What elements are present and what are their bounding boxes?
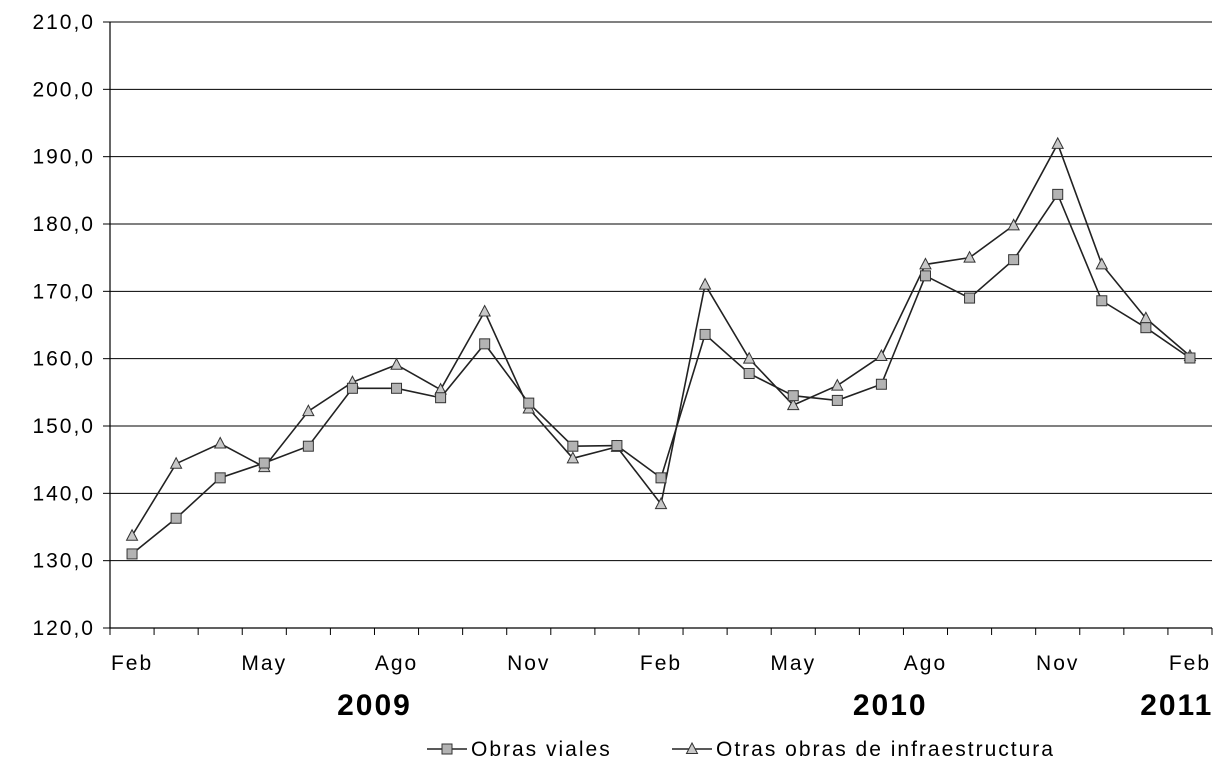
x-tick-label: Nov — [507, 652, 550, 675]
data-point-obras-viales — [699, 328, 711, 340]
legend-marker-otras-obras-de-infraestructura — [685, 741, 699, 754]
data-point-obras-viales — [435, 392, 447, 404]
y-tick-label: 180,0 — [32, 213, 95, 236]
y-tick-label: 130,0 — [32, 550, 95, 573]
data-point-otras-obras-de-infraestructura — [698, 277, 712, 290]
data-point-otras-obras-de-infraestructura — [213, 436, 227, 449]
axes — [103, 21, 1213, 635]
data-point-otras-obras-de-infraestructura — [830, 378, 844, 391]
y-tick-label: 140,0 — [32, 482, 95, 505]
y-tick-label: 210,0 — [32, 11, 95, 34]
series — [125, 136, 1197, 560]
legend-label-otras-obras-de-infraestructura: Otras obras de infraestructura — [716, 738, 1055, 761]
data-point-otras-obras-de-infraestructura — [125, 528, 139, 541]
x-tick-label: Feb — [111, 652, 153, 675]
data-point-obras-viales — [258, 457, 270, 469]
legend: Obras viales Otras obras de infraestructu… — [427, 738, 1055, 761]
y-tick-label: 200,0 — [32, 78, 95, 101]
data-point-obras-viales — [567, 440, 579, 452]
data-point-obras-viales — [214, 472, 226, 484]
x-tick-label: Nov — [1036, 652, 1079, 675]
data-point-otras-obras-de-infraestructura — [1007, 218, 1020, 231]
y-tick-label: 120,0 — [32, 617, 95, 640]
data-point-obras-viales — [655, 472, 667, 484]
data-point-otras-obras-de-infraestructura — [786, 398, 800, 411]
year-label: 2011 — [1140, 689, 1213, 722]
data-point-obras-viales — [1096, 295, 1108, 307]
y-tick-label: 190,0 — [32, 146, 95, 169]
x-tick-label: May — [241, 652, 287, 675]
y-tick-label: 170,0 — [32, 280, 95, 303]
data-point-obras-viales — [346, 382, 358, 394]
legend-marker-obras-viales — [441, 743, 453, 755]
data-point-obras-viales — [1140, 322, 1152, 334]
data-point-obras-viales — [1008, 254, 1020, 266]
data-point-otras-obras-de-infraestructura — [1051, 136, 1065, 149]
data-point-obras-viales — [170, 512, 182, 524]
data-point-obras-viales — [1052, 188, 1064, 200]
data-point-otras-obras-de-infraestructura — [566, 451, 580, 464]
x-tick-label: Ago — [375, 652, 418, 675]
data-point-obras-viales — [875, 378, 887, 390]
data-point-obras-viales — [831, 394, 843, 406]
data-point-obras-viales — [391, 382, 403, 394]
data-point-otras-obras-de-infraestructura — [302, 404, 315, 417]
data-point-obras-viales — [743, 367, 755, 379]
axis-labels: 120,0 130,0 140,0 150,0 160,0 170,0 180,0 190,0… — [32, 11, 1213, 722]
gridlines — [110, 21, 1212, 562]
year-label: 2009 — [337, 689, 412, 722]
data-point-otras-obras-de-infraestructura — [919, 257, 932, 270]
data-point-otras-obras-de-infraestructura — [1095, 257, 1109, 270]
data-point-obras-viales — [1184, 352, 1196, 364]
x-tick-label: Feb — [640, 652, 682, 675]
data-point-otras-obras-de-infraestructura — [742, 351, 756, 364]
data-point-obras-viales — [611, 440, 623, 452]
year-label: 2010 — [853, 689, 928, 722]
data-point-obras-viales — [964, 292, 976, 304]
data-point-obras-viales — [787, 390, 799, 402]
data-point-obras-viales — [919, 270, 931, 282]
x-tick-label: Feb — [1169, 652, 1211, 675]
data-point-obras-viales — [302, 440, 314, 452]
data-point-obras-viales — [126, 548, 138, 560]
y-tick-label: 160,0 — [32, 348, 95, 371]
data-point-otras-obras-de-infraestructura — [390, 357, 403, 370]
y-tick-label: 150,0 — [32, 415, 95, 438]
data-point-otras-obras-de-infraestructura — [478, 304, 492, 317]
x-tick-label: Ago — [904, 652, 947, 675]
data-point-otras-obras-de-infraestructura — [654, 497, 668, 510]
data-point-obras-viales — [523, 397, 535, 409]
legend-label-obras-viales: Obras viales — [471, 738, 612, 761]
data-point-otras-obras-de-infraestructura — [875, 348, 888, 361]
data-point-obras-viales — [479, 338, 491, 350]
data-point-otras-obras-de-infraestructura — [169, 456, 183, 469]
data-point-otras-obras-de-infraestructura — [963, 250, 976, 263]
x-tick-label: May — [770, 652, 816, 675]
